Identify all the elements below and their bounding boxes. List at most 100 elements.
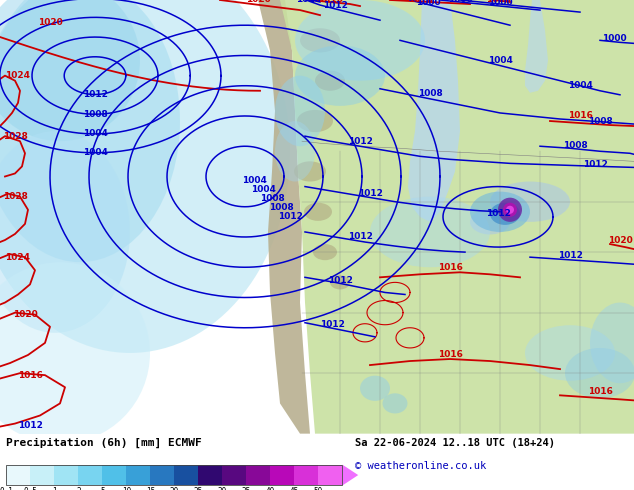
Ellipse shape <box>275 75 325 146</box>
Ellipse shape <box>0 131 130 333</box>
Ellipse shape <box>360 376 390 401</box>
Ellipse shape <box>382 393 408 414</box>
Text: 1012: 1012 <box>323 0 347 9</box>
Bar <box>55 465 79 486</box>
Text: 1008: 1008 <box>562 141 587 150</box>
Text: 1020: 1020 <box>13 310 37 319</box>
Text: 1012: 1012 <box>347 137 372 146</box>
Text: 25: 25 <box>194 487 203 490</box>
Text: 30: 30 <box>217 487 227 490</box>
Circle shape <box>498 197 522 222</box>
Bar <box>102 465 126 486</box>
Bar <box>247 465 270 486</box>
Text: 5: 5 <box>100 487 105 490</box>
Ellipse shape <box>313 244 337 260</box>
Ellipse shape <box>525 325 615 381</box>
Bar <box>6 465 30 486</box>
Text: © weatheronline.co.uk: © weatheronline.co.uk <box>355 461 486 471</box>
Text: 1004: 1004 <box>250 185 275 194</box>
Text: 1016: 1016 <box>437 263 462 272</box>
Circle shape <box>506 206 514 214</box>
Ellipse shape <box>0 0 180 262</box>
Text: 35: 35 <box>242 487 251 490</box>
Text: 1012: 1012 <box>320 320 344 329</box>
Text: 20: 20 <box>170 487 179 490</box>
Ellipse shape <box>0 0 290 353</box>
Text: 1016: 1016 <box>18 370 42 380</box>
Ellipse shape <box>315 71 345 91</box>
Text: 1012: 1012 <box>358 189 382 198</box>
Text: 1028: 1028 <box>3 192 27 201</box>
Bar <box>198 465 223 486</box>
Text: 1028: 1028 <box>3 132 27 141</box>
Ellipse shape <box>294 161 326 181</box>
Ellipse shape <box>490 181 570 222</box>
Text: 1008: 1008 <box>260 194 285 203</box>
Polygon shape <box>280 0 634 434</box>
Text: 1008: 1008 <box>418 89 443 98</box>
Text: 1004: 1004 <box>567 81 592 90</box>
Ellipse shape <box>0 262 150 444</box>
Text: 1000: 1000 <box>416 0 440 6</box>
Bar <box>150 465 174 486</box>
Text: 1012: 1012 <box>328 276 353 285</box>
Bar <box>318 465 342 486</box>
Bar <box>126 465 150 486</box>
Polygon shape <box>342 465 358 486</box>
Bar <box>270 465 294 486</box>
Ellipse shape <box>330 275 350 290</box>
Text: 1004: 1004 <box>82 148 107 157</box>
Bar <box>294 465 318 486</box>
Text: 1012: 1012 <box>486 209 510 219</box>
Bar <box>30 465 55 486</box>
Ellipse shape <box>304 203 332 221</box>
Text: 1004: 1004 <box>488 56 512 65</box>
Text: 1016: 1016 <box>318 0 342 4</box>
Ellipse shape <box>0 0 140 141</box>
Ellipse shape <box>275 121 315 181</box>
Text: 1012: 1012 <box>278 212 302 221</box>
Text: 1012: 1012 <box>557 251 583 260</box>
Text: 45: 45 <box>290 487 299 490</box>
Ellipse shape <box>295 46 385 106</box>
Text: 1008: 1008 <box>588 117 612 125</box>
Ellipse shape <box>565 348 634 398</box>
Text: 1008: 1008 <box>269 203 294 212</box>
Bar <box>174 465 198 486</box>
Text: 1012: 1012 <box>583 160 607 169</box>
Circle shape <box>503 203 517 217</box>
Text: 1016: 1016 <box>486 0 510 4</box>
Bar <box>223 465 247 486</box>
Text: Precipitation (6h) [mm] ECMWF: Precipitation (6h) [mm] ECMWF <box>6 438 202 448</box>
Ellipse shape <box>490 203 520 225</box>
Bar <box>79 465 102 486</box>
Text: 1000: 1000 <box>448 0 472 4</box>
Ellipse shape <box>300 28 340 52</box>
Text: 2: 2 <box>76 487 81 490</box>
Text: 1004: 1004 <box>82 129 107 139</box>
Bar <box>6 465 342 486</box>
Ellipse shape <box>295 0 425 81</box>
Text: Sa 22-06-2024 12..18 UTC (18+24): Sa 22-06-2024 12..18 UTC (18+24) <box>355 438 555 448</box>
Polygon shape <box>525 0 548 93</box>
Text: 1012: 1012 <box>82 90 107 99</box>
Text: 15: 15 <box>146 487 155 490</box>
Text: 40: 40 <box>266 487 275 490</box>
Text: 1024: 1024 <box>6 71 30 80</box>
Text: 1000: 1000 <box>602 34 626 43</box>
Text: 1: 1 <box>52 487 56 490</box>
Ellipse shape <box>470 209 510 235</box>
Text: 1016: 1016 <box>295 0 320 4</box>
Text: 1016: 1016 <box>588 387 612 396</box>
Ellipse shape <box>370 196 490 267</box>
Polygon shape <box>258 0 310 434</box>
Text: 1018: 1018 <box>408 0 432 4</box>
Text: 1008: 1008 <box>82 110 107 119</box>
Text: 1020: 1020 <box>37 18 62 26</box>
Text: 1016: 1016 <box>437 350 462 360</box>
Text: 1012: 1012 <box>18 421 42 430</box>
Text: 1016: 1016 <box>567 112 592 121</box>
Ellipse shape <box>470 192 530 232</box>
Text: 0.5: 0.5 <box>23 487 37 490</box>
Text: 10: 10 <box>122 487 131 490</box>
